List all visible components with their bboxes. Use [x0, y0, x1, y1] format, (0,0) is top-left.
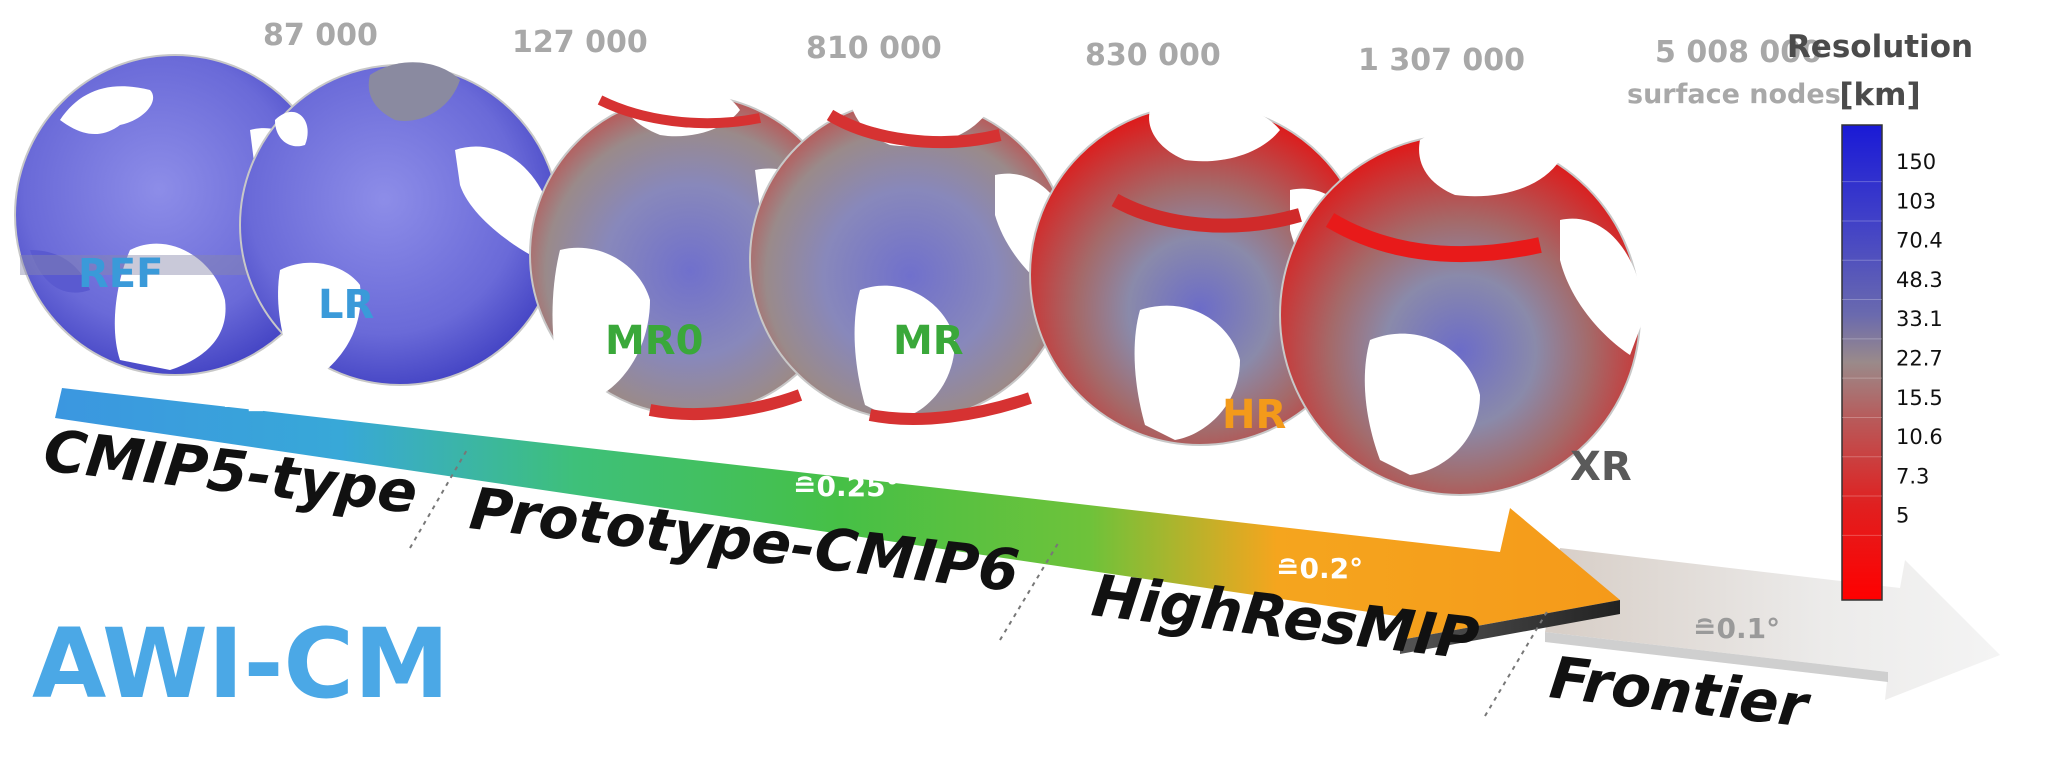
nodes-caption: surface nodes [1627, 79, 1841, 110]
globe-label-ref: REF [78, 251, 163, 297]
globe-lr [239, 62, 561, 386]
node-count-xr: 5 008 000 [1655, 35, 1822, 70]
legend-tick-label: 22.7 [1896, 347, 1943, 371]
node-count-lr: 127 000 [512, 25, 648, 60]
legend-tick-label: 48.3 [1896, 268, 1943, 292]
globe-label-hr: HR [1222, 392, 1286, 438]
legend-tick-label: 150 [1896, 150, 1936, 174]
legend-title-line2: [km] [1839, 77, 1920, 113]
globe-label-mr: MR [893, 318, 964, 364]
legend-tick-label: 103 [1896, 189, 1936, 213]
timeline-band [55, 388, 1620, 654]
legend-tick-label: 7.3 [1896, 464, 1929, 488]
legend-colorbar [1841, 124, 1883, 601]
node-count-mr0: 810 000 [806, 31, 942, 66]
legend-title-line1: Resolution [1787, 29, 1973, 65]
globe-label-lr: LR [318, 282, 374, 328]
frontier-arrow [1545, 548, 2000, 700]
legend-tick-label: 5 [1896, 504, 1909, 528]
legend-ticks: 150 103 70.4 48.3 33.1 22.7 15.5 10.6 7.3 5 [1842, 150, 1943, 536]
resolution-frontier: ≘0.1° [1693, 612, 1780, 645]
legend-tick-label: 15.5 [1896, 386, 1943, 410]
resolution-prototype: ≘0.25° [793, 470, 900, 503]
node-count-ref: 87 000 [263, 18, 378, 53]
node-count-mr: 830 000 [1085, 38, 1221, 73]
globe-mr [749, 84, 1080, 425]
legend-tick-label: 10.6 [1896, 425, 1943, 449]
resolution-legend: Resolution [km] 15010370.448.333.122.715… [1787, 29, 1973, 601]
node-count-hr: 1 307 000 [1358, 43, 1525, 78]
legend-tick-label: 33.1 [1896, 307, 1943, 331]
resolution-cmip5: ≘1° - 0.7° [222, 385, 374, 418]
resolution-highres: ≘0.2° [1276, 552, 1363, 585]
globe-label-xr: XR [1570, 444, 1632, 490]
globe-label-mr0: MR0 [605, 318, 703, 364]
phase-separators [409, 447, 1549, 717]
brand-title: AWI-CM [32, 608, 449, 720]
legend-tick-label: 70.4 [1896, 229, 1943, 253]
globe-xr [1279, 126, 1645, 496]
